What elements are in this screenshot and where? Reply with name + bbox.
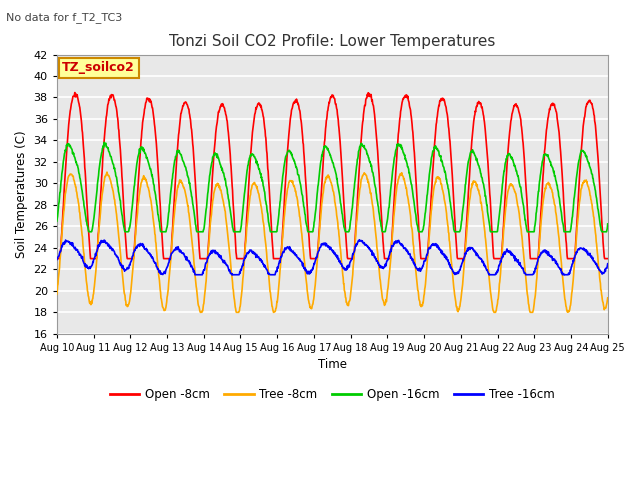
Y-axis label: Soil Temperatures (C): Soil Temperatures (C) xyxy=(15,131,28,258)
Text: TZ_soilco2: TZ_soilco2 xyxy=(62,61,135,74)
X-axis label: Time: Time xyxy=(318,359,347,372)
Title: Tonzi Soil CO2 Profile: Lower Temperatures: Tonzi Soil CO2 Profile: Lower Temperatur… xyxy=(169,34,495,49)
Text: No data for f_T2_TC3: No data for f_T2_TC3 xyxy=(6,12,123,23)
Legend: Open -8cm, Tree -8cm, Open -16cm, Tree -16cm: Open -8cm, Tree -8cm, Open -16cm, Tree -… xyxy=(105,384,560,406)
